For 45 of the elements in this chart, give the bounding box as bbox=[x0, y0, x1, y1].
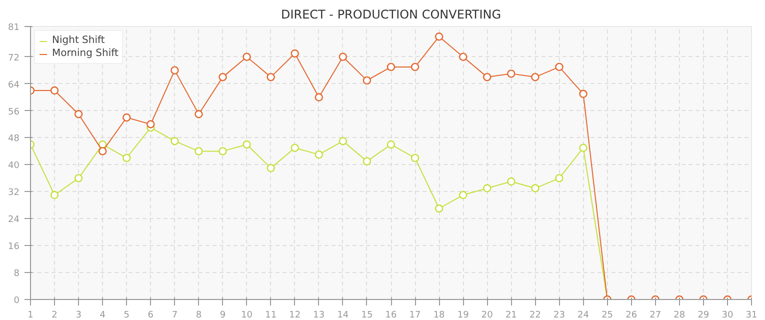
chart-title: DIRECT - PRODUCTION CONVERTING bbox=[280, 8, 502, 22]
y-tick-label: 48 bbox=[8, 134, 20, 144]
x-tick-label: 16 bbox=[385, 310, 397, 320]
x-tick-label: 22 bbox=[529, 310, 541, 320]
y-tick-label: 64 bbox=[8, 80, 20, 90]
legend-label: Night Shift bbox=[52, 35, 105, 46]
x-tick-label: 20 bbox=[481, 310, 494, 320]
x-tick-label: 3 bbox=[76, 310, 82, 320]
x-tick-label: 17 bbox=[409, 310, 421, 320]
y-tick-label: 56 bbox=[8, 107, 20, 118]
x-tick-label: 24 bbox=[578, 310, 590, 320]
x-tick-label: 7 bbox=[172, 310, 178, 320]
x-tick-label: 31 bbox=[746, 310, 758, 320]
x-tick-label: 26 bbox=[626, 310, 638, 320]
x-tick-label: 29 bbox=[698, 310, 710, 320]
x-tick-label: 10 bbox=[241, 310, 253, 320]
y-tick-label: 0 bbox=[14, 296, 20, 306]
x-tick-label: 21 bbox=[505, 310, 517, 320]
x-tick-label: 2 bbox=[52, 310, 58, 320]
x-tick-label: 6 bbox=[148, 310, 154, 320]
y-tick-label: 16 bbox=[8, 242, 20, 252]
x-tick-label: 8 bbox=[196, 310, 202, 320]
x-tick-label: 9 bbox=[220, 310, 226, 320]
x-tick-label: 12 bbox=[289, 310, 301, 320]
y-tick-label: 8 bbox=[14, 269, 20, 280]
x-tick-label: 28 bbox=[674, 310, 686, 320]
x-tick-label: 5 bbox=[124, 310, 130, 320]
y-tick-label: 40 bbox=[8, 161, 20, 172]
x-tick-label: 14 bbox=[337, 310, 349, 320]
y-tick-label: 24 bbox=[8, 215, 20, 226]
y-tick-label: 72 bbox=[8, 53, 20, 64]
y-tick-label: 32 bbox=[8, 188, 20, 198]
x-tick-label: 13 bbox=[313, 310, 325, 320]
x-tick-label: 18 bbox=[433, 310, 446, 320]
x-tick-label: 23 bbox=[554, 310, 565, 320]
x-tick-label: 30 bbox=[722, 310, 734, 320]
x-tick-label: 11 bbox=[265, 310, 277, 320]
x-tick-label: 19 bbox=[457, 310, 470, 320]
x-tick-label: 25 bbox=[602, 310, 614, 320]
x-tick-label: 1 bbox=[28, 310, 34, 320]
legend-label: Morning Shift bbox=[52, 48, 118, 59]
x-tick-label: 27 bbox=[650, 310, 662, 320]
x-tick-label: 15 bbox=[361, 310, 373, 320]
x-tick-label: 4 bbox=[100, 310, 106, 320]
y-tick-label: 81 bbox=[8, 23, 20, 33]
